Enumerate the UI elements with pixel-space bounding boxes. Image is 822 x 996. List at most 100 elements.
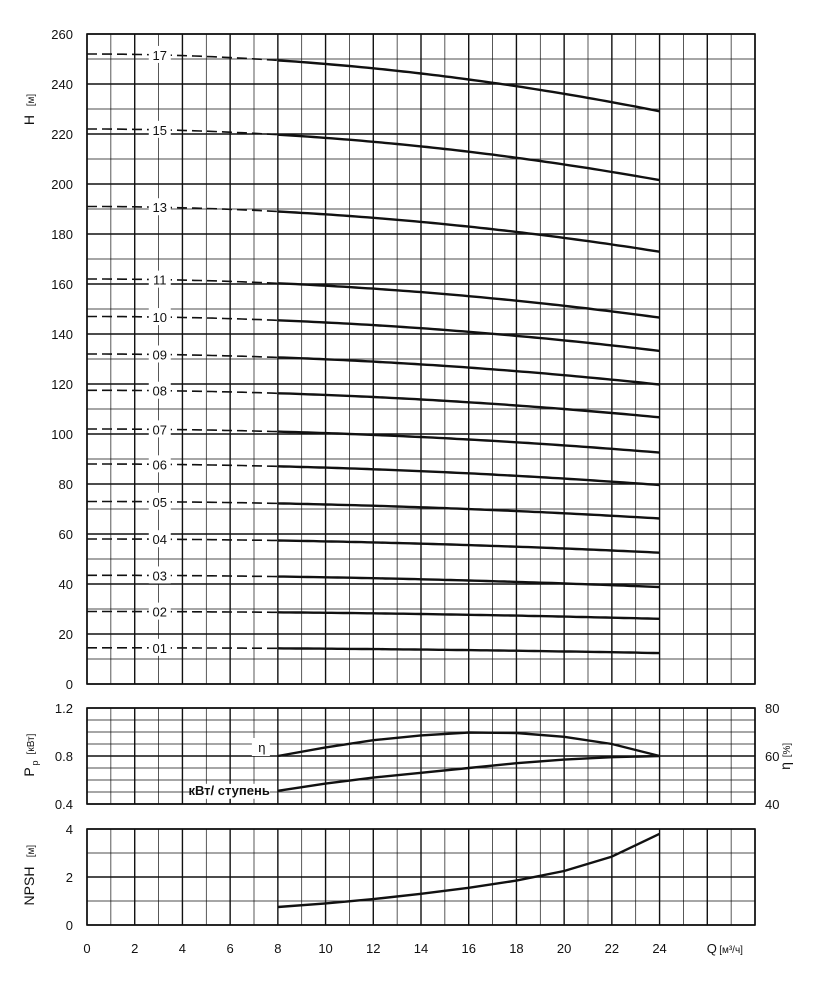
head-y-tick-label: 160 xyxy=(51,277,73,292)
head-curve-label-bg xyxy=(148,602,171,620)
head-curve-label-13: 13 xyxy=(153,200,167,215)
head-y-tick-label: 240 xyxy=(51,77,73,92)
head-curve-label-15: 15 xyxy=(153,123,167,138)
x-tick-label: 8 xyxy=(274,941,281,956)
npsh-y-tick-label: 4 xyxy=(66,822,73,837)
head-curve-label-bg xyxy=(148,420,171,438)
head-curve-dashed-04 xyxy=(87,538,278,542)
efficiency-curve xyxy=(277,731,660,758)
head-curve-dashed-15 xyxy=(87,128,278,136)
x-tick-label: 10 xyxy=(318,941,332,956)
efficiency-y-axis-unit: [%] xyxy=(782,743,793,758)
head-curve-06 xyxy=(277,465,660,487)
head-curve-01 xyxy=(277,647,660,655)
head-curve-label-01: 01 xyxy=(153,641,167,656)
head-curve-label-09: 09 xyxy=(153,347,167,362)
x-tick-label: 18 xyxy=(509,941,523,956)
head-curve-dashed-08 xyxy=(87,389,278,395)
head-curve-label-bg xyxy=(148,270,171,288)
head-y-tick-label: 60 xyxy=(59,527,73,542)
x-tick-label: 0 xyxy=(83,941,90,956)
head-curve-03 xyxy=(277,575,660,589)
efficiency-y-axis-name: η xyxy=(777,762,793,770)
power-y-axis-name: P xyxy=(21,767,37,776)
head-curve-dashed-10 xyxy=(87,315,278,322)
head-curve-09 xyxy=(277,356,660,386)
head-curve-13 xyxy=(277,210,660,253)
head-frame xyxy=(86,33,756,685)
head-curve-11 xyxy=(277,282,660,319)
head-y-tick-label: 20 xyxy=(59,627,73,642)
efficiency-y-tick-label: 80 xyxy=(765,701,779,716)
power-y-axis-label: Pр [кВт] xyxy=(21,733,40,776)
npsh-frame xyxy=(86,828,756,926)
x-tick-label: 24 xyxy=(652,941,666,956)
head-curve-label-bg xyxy=(148,638,171,656)
power-y-tick-label: 1.2 xyxy=(55,701,73,716)
head-curve-label-11: 11 xyxy=(153,273,167,288)
head-y-tick-label: 40 xyxy=(59,577,73,592)
head-curve-10 xyxy=(277,319,660,353)
head-y-tick-label: 0 xyxy=(66,677,73,692)
head-curve-label-06: 06 xyxy=(153,457,167,472)
head-y-axis-unit: [м] xyxy=(26,94,37,107)
head-curve-17 xyxy=(277,59,660,113)
head-curve-dashed-11 xyxy=(87,278,278,285)
head-curve-label-08: 08 xyxy=(153,384,167,399)
npsh-curve xyxy=(277,832,661,909)
head-y-tick-label: 140 xyxy=(51,327,73,342)
efficiency-curve-label: η xyxy=(258,740,265,755)
x-tick-label: 22 xyxy=(605,941,619,956)
head-curve-dashed-13 xyxy=(87,205,278,213)
x-tick-label: 20 xyxy=(557,941,571,956)
head-curve-dashed-07 xyxy=(87,428,278,433)
head-curve-label-03: 03 xyxy=(153,568,167,583)
x-tick-label: 16 xyxy=(461,941,475,956)
head-curve-label-bg xyxy=(148,530,171,548)
head-y-tick-label: 260 xyxy=(51,27,73,42)
head-y-tick-label: 180 xyxy=(51,227,73,242)
head-curve-dashed-06 xyxy=(87,463,278,468)
npsh-y-axis-name: NPSH xyxy=(21,867,37,906)
x-axis-unit: [м³/ч] xyxy=(719,945,743,956)
head-y-tick-label: 80 xyxy=(59,477,73,492)
head-y-tick-label: 220 xyxy=(51,127,73,142)
head-y-tick-label: 100 xyxy=(51,427,73,442)
head-curve-label-02: 02 xyxy=(153,605,167,620)
head-curve-label-bg xyxy=(148,198,171,216)
head-curve-label-bg xyxy=(148,381,171,399)
power-label-bg xyxy=(189,783,270,799)
head-y-tick-label: 200 xyxy=(51,177,73,192)
efficiency-y-tick-label: 60 xyxy=(765,749,779,764)
head-curve-label-05: 05 xyxy=(153,495,167,510)
head-curve-label-10: 10 xyxy=(153,310,167,325)
head-curve-dashed-17 xyxy=(87,53,278,62)
npsh-y-axis-label: NPSH [м] xyxy=(21,845,37,906)
x-tick-label: 2 xyxy=(131,941,138,956)
head-curve-label-17: 17 xyxy=(153,48,167,63)
power-per-stage-label: кВт/ ступень xyxy=(188,783,269,798)
power-per-stage-curve xyxy=(277,754,660,792)
head-curve-label-bg xyxy=(148,492,171,510)
head-curve-02 xyxy=(277,611,660,620)
head-curve-07 xyxy=(277,430,660,454)
head-y-axis-label: H [м] xyxy=(21,94,37,125)
npsh-y-tick-label: 0 xyxy=(66,918,73,933)
head-curve-05 xyxy=(277,502,660,520)
npsh-y-axis-unit: [м] xyxy=(26,845,37,858)
power-y-axis-subscript: р xyxy=(30,760,40,765)
x-tick-label: 4 xyxy=(179,941,186,956)
head-curve-label-bg xyxy=(148,308,171,326)
head-curve-dashed-09 xyxy=(87,353,278,359)
x-axis-name: Q xyxy=(707,941,717,956)
head-curve-label-07: 07 xyxy=(153,422,167,437)
x-tick-label: 6 xyxy=(227,941,234,956)
power-y-axis-unit: [кВт] xyxy=(26,733,37,754)
npsh-grid xyxy=(86,828,756,926)
npsh-y-tick-label: 2 xyxy=(66,870,73,885)
head-curve-dashed-02 xyxy=(87,610,278,614)
head-curve-label-bg xyxy=(148,120,171,138)
head-curve-label-bg xyxy=(148,45,171,63)
efficiency-y-tick-label: 40 xyxy=(765,797,779,812)
